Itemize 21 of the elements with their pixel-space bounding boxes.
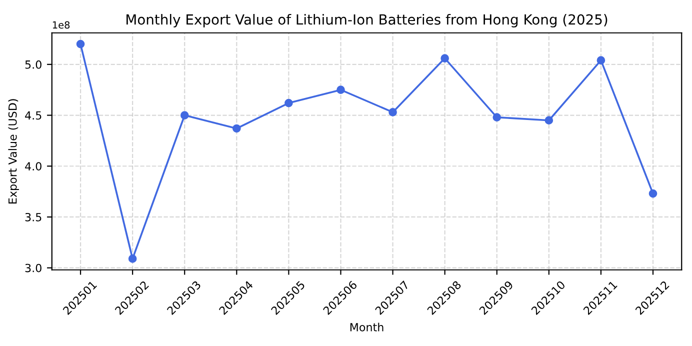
point	[232, 124, 241, 133]
y-tick-label: 3.0	[25, 264, 42, 272]
point	[648, 189, 658, 198]
point	[440, 54, 449, 62]
chart-title: Monthly Export Value of Lithium-Ion Batteries from Hong Kong (2025)	[126, 14, 608, 28]
point	[492, 113, 502, 122]
point	[180, 111, 189, 120]
y-tick-label: 3.5	[25, 212, 42, 222]
text: 1e8	[52, 21, 70, 29]
point	[388, 108, 397, 116]
point	[596, 56, 606, 64]
point	[544, 116, 554, 125]
y-tick-label: 4.5	[25, 111, 42, 120]
y-tick-label: 4.0	[25, 162, 42, 171]
y-axis-title: Export Value (USD)	[8, 99, 19, 204]
point	[336, 86, 345, 94]
point	[128, 254, 137, 263]
y-tick-label: 5.0	[25, 60, 42, 69]
x-axis-title: Month	[350, 322, 384, 332]
point	[284, 98, 293, 108]
point	[76, 40, 85, 48]
